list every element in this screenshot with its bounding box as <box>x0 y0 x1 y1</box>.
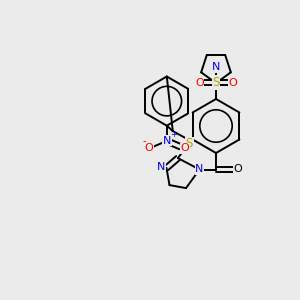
Text: O: O <box>195 77 204 88</box>
Text: N: N <box>212 62 220 73</box>
Text: S: S <box>186 137 193 150</box>
Text: N: N <box>195 164 204 175</box>
Text: O: O <box>144 143 153 153</box>
Text: -: - <box>143 136 146 146</box>
Text: N: N <box>212 62 220 73</box>
Text: O: O <box>233 164 242 175</box>
Text: S: S <box>212 76 220 89</box>
Text: O: O <box>180 143 189 153</box>
Text: N: N <box>163 136 171 146</box>
Text: O: O <box>228 77 237 88</box>
Text: N: N <box>157 161 165 172</box>
Text: +: + <box>170 130 177 139</box>
